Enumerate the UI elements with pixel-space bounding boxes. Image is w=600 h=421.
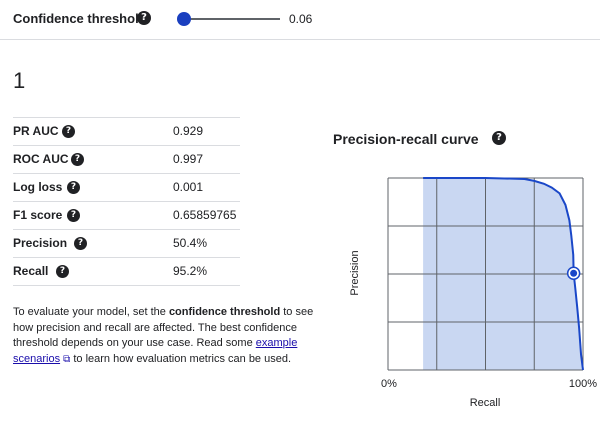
confidence-threshold-label: Confidence threshold <box>13 11 147 26</box>
metric-row-f1-score: F1 score ? 0.65859765 <box>13 201 240 229</box>
metric-label: ROC AUC <box>13 152 69 166</box>
y-axis-label: Precision <box>349 250 361 295</box>
metric-row-recall: Recall ? 95.2% <box>13 257 240 286</box>
metric-row-roc-auc: ROC AUC ? 0.997 <box>13 145 240 173</box>
metric-label: Recall <box>13 264 49 278</box>
plot-area <box>387 177 584 371</box>
threshold-marker-dot <box>570 269 578 277</box>
metric-value: 0.929 <box>173 124 204 138</box>
help-icon[interactable]: ? <box>492 131 506 145</box>
metric-row-precision: Precision ? 50.4% <box>13 229 240 257</box>
confidence-threshold-value: 0.06 <box>289 12 313 26</box>
help-icon[interactable]: ? <box>67 209 80 222</box>
confidence-threshold-slider-thumb[interactable] <box>177 12 192 26</box>
metric-value: 95.2% <box>173 264 208 278</box>
help-icon[interactable]: ? <box>67 181 80 194</box>
x-tick-label: 0% <box>381 378 397 390</box>
description-bold-text: confidence threshold <box>168 306 281 318</box>
label-id: 1 <box>13 68 26 93</box>
evaluation-description: To evaluate your model, set the confiden… <box>13 305 323 367</box>
help-icon[interactable]: ? <box>137 11 151 25</box>
chart-title: Precision-recall curve <box>333 131 479 147</box>
help-icon[interactable]: ? <box>74 237 87 250</box>
metric-value: 0.997 <box>173 152 204 166</box>
metric-value: 0.001 <box>173 180 204 194</box>
metric-value: 50.4% <box>173 236 208 250</box>
metrics-table: PR AUC ? 0.929 ROC AUC ? 0.997 Log loss … <box>13 117 240 286</box>
example-scenarios-link[interactable]: example scenarios <box>13 337 298 365</box>
help-icon[interactable]: ? <box>71 153 84 166</box>
metric-label: Precision <box>13 236 68 250</box>
metric-row-pr-auc: PR AUC ? 0.929 <box>13 117 240 145</box>
description-text: To evaluate your model, set the <box>13 306 169 318</box>
confidence-threshold-bar: Confidence threshold ? 0.06 <box>0 0 600 40</box>
external-link-icon[interactable]: ⧉ <box>63 353 71 365</box>
metric-label: Log loss <box>13 180 63 194</box>
metric-row-log-loss: Log loss ? 0.001 <box>13 173 240 201</box>
pr-curve-line <box>423 177 584 371</box>
description-text: to learn how evaluation metrics can be u… <box>70 352 292 365</box>
metric-label: PR AUC <box>13 124 59 138</box>
x-tick-label: 100% <box>569 378 597 390</box>
help-icon[interactable]: ? <box>56 265 69 278</box>
metric-value: 0.65859765 <box>173 208 237 222</box>
confidence-threshold-slider-track[interactable] <box>178 18 280 20</box>
help-icon[interactable]: ? <box>62 125 75 138</box>
x-axis-label: Recall <box>470 397 501 409</box>
metric-label: F1 score <box>13 208 63 222</box>
description-text: to see how precision and recall are affe… <box>13 306 314 349</box>
